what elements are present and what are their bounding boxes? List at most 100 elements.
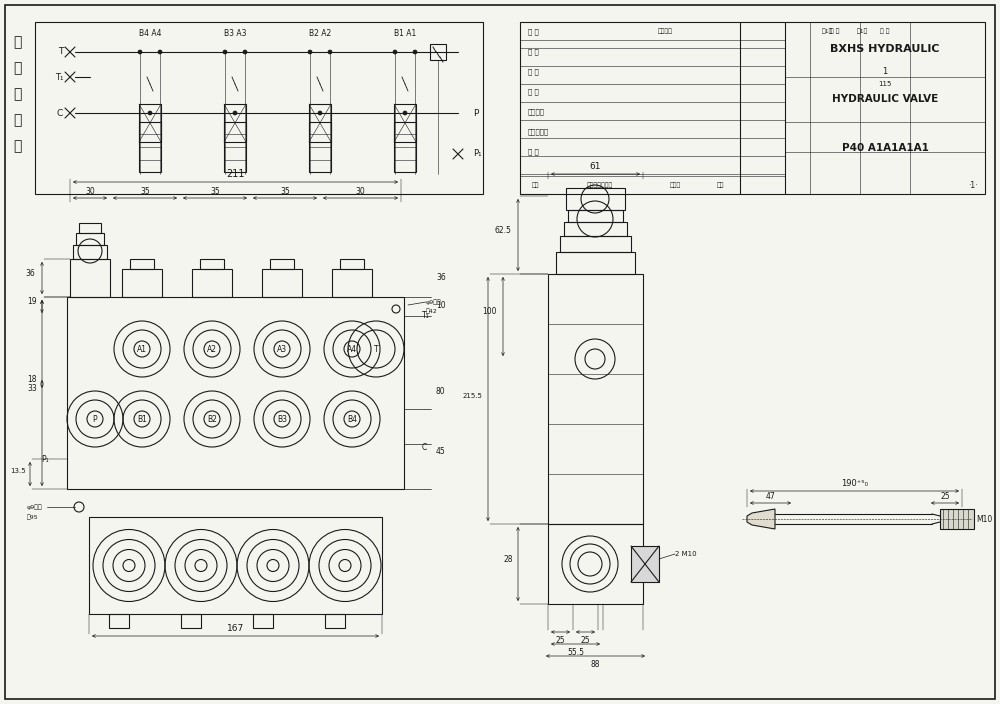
Text: 62.5: 62.5 [495,226,511,235]
Circle shape [403,111,407,115]
Bar [253,614,273,628]
Text: 45: 45 [436,446,446,455]
Text: B4 A4: B4 A4 [139,30,161,39]
Text: B3: B3 [277,415,287,424]
Circle shape [148,111,152,115]
Text: 图: 图 [13,139,21,153]
Text: 115: 115 [878,81,892,87]
Text: T₁: T₁ [55,73,63,82]
Bar [89,517,382,614]
Text: 标记: 标记 [531,182,539,188]
Text: 25: 25 [940,492,950,501]
Text: 215.5: 215.5 [462,393,482,399]
Text: 2 M10: 2 M10 [675,551,697,557]
Text: 167: 167 [227,624,244,633]
Text: 标准化检查: 标准化检查 [528,129,549,135]
Bar [139,122,161,172]
Text: B2 A2: B2 A2 [309,30,331,39]
Text: 日期: 日期 [716,182,724,188]
Bar [309,122,331,172]
Bar [394,104,416,142]
Circle shape [413,50,417,54]
Bar [79,223,101,233]
Text: 共1页: 共1页 [822,28,833,34]
Text: P₁: P₁ [473,149,482,158]
Bar [568,210,623,222]
Bar [325,614,345,628]
Bar [224,122,246,172]
Text: 比 例: 比 例 [880,28,890,34]
Text: 液: 液 [13,35,21,49]
Text: 第1页: 第1页 [857,28,868,34]
Bar [35,22,483,194]
Text: P40 A1A1A1A1: P40 A1A1A1A1 [842,143,928,153]
Text: B2: B2 [207,415,217,424]
Bar [139,104,161,142]
Text: 18: 18 [27,375,37,384]
Text: 55.5: 55.5 [567,648,584,657]
Text: P: P [473,108,478,118]
Text: 190⁺⁵₀: 190⁺⁵₀ [841,479,868,488]
Circle shape [308,50,312,54]
Bar [130,259,154,269]
Bar [548,524,643,604]
Circle shape [393,50,397,54]
Circle shape [138,50,142,54]
Text: 35: 35 [280,187,290,196]
Text: B1: B1 [137,415,147,424]
Polygon shape [747,509,775,529]
Text: B4: B4 [347,415,357,424]
Text: 30: 30 [356,187,365,196]
Bar [200,259,224,269]
Bar [520,22,985,194]
Circle shape [328,50,332,54]
Text: A3: A3 [277,344,287,353]
Bar [109,614,129,628]
Bar [67,297,404,489]
Text: 原: 原 [13,87,21,101]
Text: 深95: 深95 [27,514,39,520]
Bar [192,269,232,297]
Text: 211: 211 [226,169,245,179]
Text: 33: 33 [27,384,37,393]
Circle shape [158,50,162,54]
Text: A2: A2 [207,344,217,353]
Text: 理: 理 [13,113,21,127]
Text: φ9通孔: φ9通孔 [27,504,43,510]
Text: 制 图: 制 图 [528,49,539,56]
Text: 35: 35 [140,187,150,196]
Bar [73,245,107,259]
Text: 80: 80 [436,386,446,396]
Text: 28: 28 [503,555,513,564]
Text: P: P [93,415,97,424]
Text: 1: 1 [882,68,888,77]
Bar [560,236,631,252]
Text: 图样标记: 图样标记 [658,28,672,34]
Text: φ9通孔: φ9通孔 [426,299,442,305]
Text: 重 量: 重 量 [830,28,840,34]
Text: 36: 36 [25,269,35,278]
Circle shape [243,50,247,54]
Text: 100: 100 [482,308,496,317]
Text: T: T [374,344,378,353]
Bar [556,252,635,274]
Bar [224,104,246,142]
Bar [70,259,110,297]
Text: BXHS HYDRAULIC: BXHS HYDRAULIC [830,44,940,54]
Text: A4: A4 [347,344,357,353]
Bar [309,104,331,142]
Text: 压: 压 [13,61,21,75]
Bar [430,44,446,60]
Circle shape [318,111,322,115]
Text: B1 A1: B1 A1 [394,30,416,39]
Text: 10: 10 [436,301,446,310]
Text: 88: 88 [591,660,600,669]
Text: 深42: 深42 [426,308,438,314]
Text: 校 对: 校 对 [528,89,539,95]
Bar [394,122,416,172]
Text: 更改内容或数量: 更改内容或数量 [587,182,613,188]
Bar [631,546,659,582]
Text: A1: A1 [137,344,147,353]
Text: C: C [422,443,427,451]
Bar [181,614,201,628]
